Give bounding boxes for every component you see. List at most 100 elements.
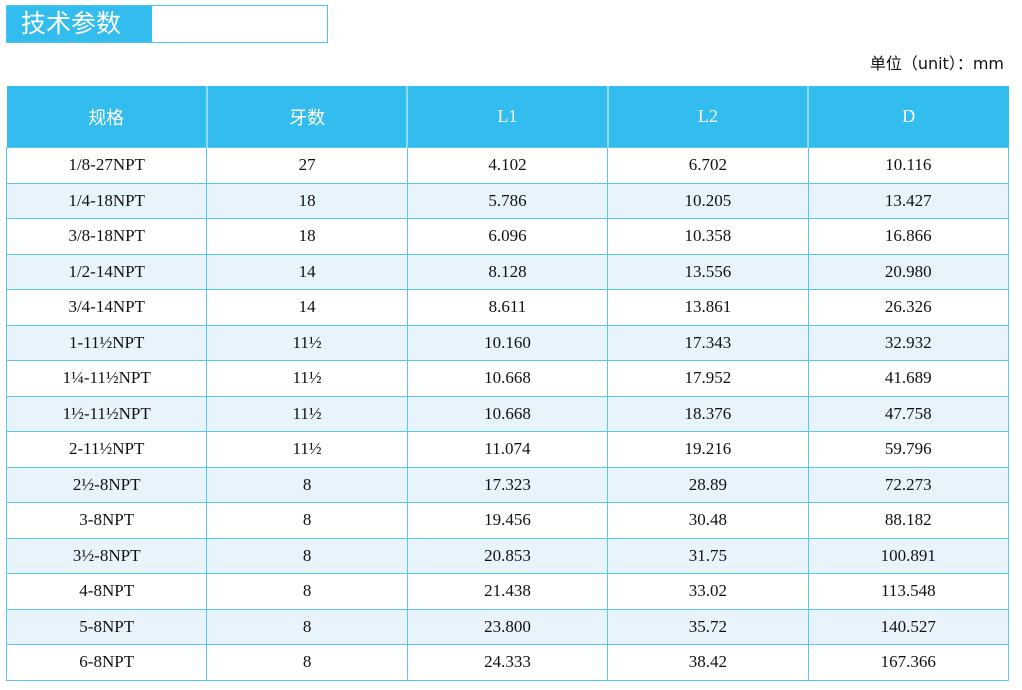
table-row: 1¼-11½NPT 11½ 10.668 17.952 41.689 — [5, 360, 1010, 397]
cell-spec: 1/4-18NPT — [5, 182, 208, 219]
table-row: 1½-11½NPT 11½ 10.668 18.376 47.758 — [5, 395, 1010, 432]
table-header-row: 规格 牙数 L1 L2 D — [6, 86, 1009, 148]
cell-d: 72.273 — [807, 466, 1010, 503]
cell-l1: 23.800 — [406, 608, 609, 645]
cell-l2: 38.42 — [607, 644, 809, 681]
cell-d: 167.366 — [807, 644, 1010, 681]
cell-d: 113.548 — [807, 573, 1010, 610]
cell-l2: 17.952 — [607, 360, 809, 397]
spec-table: 规格 牙数 L1 L2 D 1/8-27NPT 27 4.102 6.702 10.11… — [5, 86, 1010, 681]
cell-d: 10.116 — [807, 147, 1010, 184]
table-row: 1/4-18NPT 18 5.786 10.205 13.427 — [5, 182, 1010, 219]
cell-l1: 17.323 — [406, 466, 609, 503]
cell-d: 16.866 — [807, 218, 1010, 255]
cell-l2: 30.48 — [607, 502, 809, 539]
table-row: 2½-8NPT 8 17.323 28.89 72.273 — [5, 466, 1010, 503]
cell-l2: 10.358 — [607, 218, 809, 255]
table-row: 1/8-27NPT 27 4.102 6.702 10.116 — [5, 147, 1010, 184]
cell-threads: 8 — [206, 573, 408, 610]
cell-spec: 1¼-11½NPT — [5, 360, 208, 397]
cell-threads: 14 — [206, 289, 408, 326]
cell-threads: 11½ — [206, 431, 408, 468]
cell-spec: 2½-8NPT — [5, 466, 208, 503]
table-row: 3-8NPT 8 19.456 30.48 88.182 — [5, 502, 1010, 539]
cell-l1: 10.668 — [406, 395, 609, 432]
cell-l2: 6.702 — [607, 147, 809, 184]
cell-l1: 19.456 — [406, 502, 609, 539]
table-row: 2-11½NPT 11½ 11.074 19.216 59.796 — [5, 431, 1010, 468]
header-d: D — [808, 86, 1009, 148]
cell-l2: 13.861 — [607, 289, 809, 326]
cell-l1: 4.102 — [406, 147, 609, 184]
table-row: 4-8NPT 8 21.438 33.02 113.548 — [5, 573, 1010, 610]
cell-l1: 21.438 — [406, 573, 609, 610]
cell-d: 20.980 — [807, 253, 1010, 290]
cell-threads: 27 — [206, 147, 408, 184]
cell-spec: 1-11½NPT — [5, 324, 208, 361]
header-spec: 规格 — [6, 86, 208, 148]
cell-l2: 19.216 — [607, 431, 809, 468]
cell-spec: 4-8NPT — [5, 573, 208, 610]
cell-spec: 6-8NPT — [5, 644, 208, 681]
cell-spec: 1/2-14NPT — [5, 253, 208, 290]
cell-l1: 10.160 — [406, 324, 609, 361]
cell-l2: 18.376 — [607, 395, 809, 432]
cell-threads: 14 — [206, 253, 408, 290]
cell-l2: 31.75 — [607, 537, 809, 574]
table-row: 3/8-18NPT 18 6.096 10.358 16.866 — [5, 218, 1010, 255]
cell-l2: 35.72 — [607, 608, 809, 645]
cell-l2: 13.556 — [607, 253, 809, 290]
cell-threads: 8 — [206, 466, 408, 503]
cell-threads: 18 — [206, 218, 408, 255]
cell-l1: 5.786 — [406, 182, 609, 219]
cell-l1: 11.074 — [406, 431, 609, 468]
cell-l2: 10.205 — [607, 182, 809, 219]
table-row: 3/4-14NPT 14 8.611 13.861 26.326 — [5, 289, 1010, 326]
cell-l2: 28.89 — [607, 466, 809, 503]
cell-threads: 18 — [206, 182, 408, 219]
cell-threads: 11½ — [206, 395, 408, 432]
cell-spec: 3-8NPT — [5, 502, 208, 539]
table-row: 3½-8NPT 8 20.853 31.75 100.891 — [5, 537, 1010, 574]
cell-threads: 11½ — [206, 360, 408, 397]
cell-l1: 8.128 — [406, 253, 609, 290]
cell-threads: 11½ — [206, 324, 408, 361]
cell-spec: 3/8-18NPT — [5, 218, 208, 255]
cell-d: 88.182 — [807, 502, 1010, 539]
cell-d: 59.796 — [807, 431, 1010, 468]
cell-d: 32.932 — [807, 324, 1010, 361]
cell-l1: 8.611 — [406, 289, 609, 326]
cell-l1: 10.668 — [406, 360, 609, 397]
cell-threads: 8 — [206, 608, 408, 645]
header-l1: L1 — [407, 86, 609, 148]
header-threads: 牙数 — [206, 86, 409, 148]
cell-spec: 1/8-27NPT — [5, 147, 208, 184]
cell-l2: 17.343 — [607, 324, 809, 361]
unit-label: 单位（unit）：mm — [869, 54, 1004, 73]
cell-spec: 3½-8NPT — [5, 537, 208, 574]
table-row: 6-8NPT 8 24.333 38.42 167.366 — [5, 644, 1010, 681]
cell-spec: 3/4-14NPT — [5, 289, 208, 326]
cell-d: 26.326 — [807, 289, 1010, 326]
table-row: 1/2-14NPT 14 8.128 13.556 20.980 — [5, 253, 1010, 290]
cell-d: 47.758 — [807, 395, 1010, 432]
cell-l2: 33.02 — [607, 573, 809, 610]
section-title: 技术参数 — [7, 6, 152, 42]
cell-spec: 2-11½NPT — [5, 431, 208, 468]
header-l2: L2 — [607, 86, 810, 148]
section-title-bar: 技术参数 — [6, 5, 328, 43]
cell-l1: 24.333 — [406, 644, 609, 681]
table-row: 1-11½NPT 11½ 10.160 17.343 32.932 — [5, 324, 1010, 361]
cell-d: 140.527 — [807, 608, 1010, 645]
cell-spec: 1½-11½NPT — [5, 395, 208, 432]
cell-threads: 8 — [206, 644, 408, 681]
cell-d: 100.891 — [807, 537, 1010, 574]
cell-spec: 5-8NPT — [5, 608, 208, 645]
cell-threads: 8 — [206, 502, 408, 539]
cell-l1: 20.853 — [406, 537, 609, 574]
cell-d: 13.427 — [807, 182, 1010, 219]
cell-l1: 6.096 — [406, 218, 609, 255]
table-row: 5-8NPT 8 23.800 35.72 140.527 — [5, 608, 1010, 645]
cell-d: 41.689 — [807, 360, 1010, 397]
cell-threads: 8 — [206, 537, 408, 574]
